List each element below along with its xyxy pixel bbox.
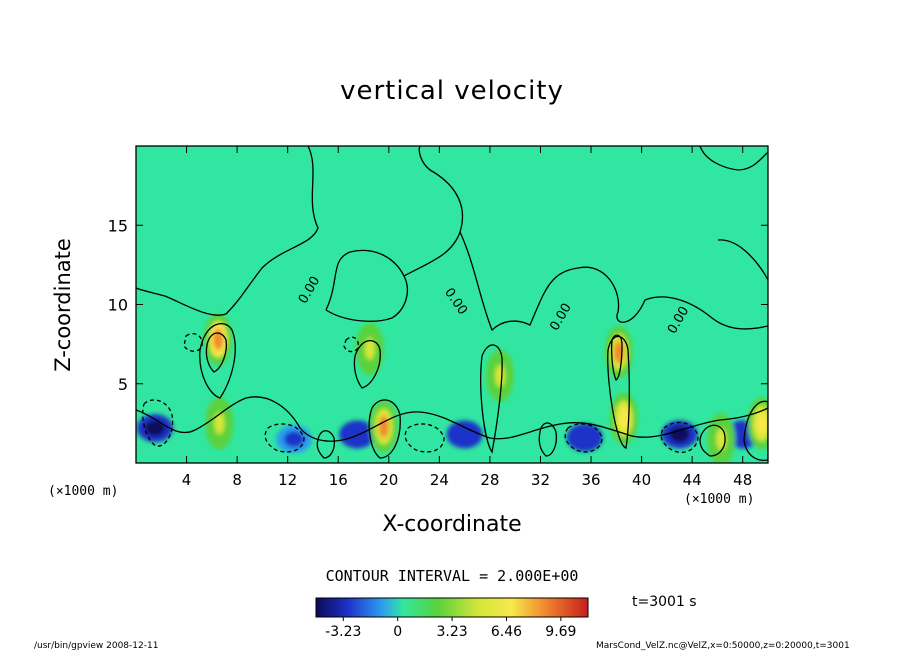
colorbar-ticks: -3.23 0 3.23 6.46 9.69: [325, 617, 576, 640]
y-tick-label: 5: [118, 375, 128, 394]
positive-contour: [538, 422, 558, 457]
zero-contour: [403, 146, 464, 277]
x-unit-label: (×1000 m): [684, 492, 755, 507]
field-background: [136, 146, 768, 463]
downdraft-core: [347, 426, 368, 443]
positive-contour: [480, 344, 503, 454]
negative-contour: [343, 336, 359, 353]
x-tick-label: 48: [733, 471, 752, 489]
colorbar-tick-label: 0: [393, 624, 402, 640]
x-tick-label: 24: [430, 471, 449, 489]
footer-source: MarsCond_VelZ.nc@VelZ,x=0:50000,z=0:2000…: [596, 641, 850, 651]
x-tick-label: 4: [182, 471, 192, 489]
downdraft-core: [669, 426, 690, 443]
colorbar-tick-label: 6.46: [491, 624, 522, 640]
x-tick-label: 28: [480, 471, 499, 489]
updraft-core: [756, 412, 767, 435]
negative-contour: [404, 423, 445, 453]
zero-contour: [136, 396, 768, 442]
zero-contour: [136, 146, 319, 316]
colorbar-tick-label: -3.23: [325, 624, 361, 640]
x-tick-label: 36: [581, 471, 600, 489]
x-tick-label: 12: [278, 471, 297, 489]
zero-contour: [699, 146, 768, 171]
x-axis-label: X-coordinate: [382, 512, 522, 537]
y-axis-label: Z-coordinate: [51, 238, 75, 372]
y-axis: 5 10 15: [108, 216, 768, 394]
updraft-core: [378, 415, 389, 438]
updraft-core: [213, 328, 224, 351]
chart-title: vertical velocity: [340, 76, 564, 106]
x-tick-label: 32: [531, 471, 550, 489]
negative-contour: [142, 399, 174, 447]
zero-contour: [717, 239, 768, 281]
x-tick-label: 40: [632, 471, 651, 489]
updraft-core: [214, 412, 225, 435]
y-tick-label: 15: [108, 216, 128, 235]
time-label: t=3001 s: [632, 594, 697, 610]
positive-contour: [368, 399, 401, 459]
updraft-core: [495, 364, 506, 387]
downdraft-core: [574, 429, 595, 446]
negative-contour: [564, 423, 603, 453]
positive-contour: [205, 332, 228, 373]
colorbar: [315, 597, 589, 618]
positive-contour: [607, 335, 630, 449]
downdraft-core: [454, 426, 475, 443]
positive-contour: [743, 400, 768, 461]
x-tick-label: 20: [379, 471, 398, 489]
y-tick-label: 10: [108, 296, 128, 315]
negative-contour: [264, 423, 305, 453]
zero-contour: [459, 231, 768, 332]
updraft-core: [618, 407, 629, 430]
negative-contour: [660, 421, 699, 453]
positive-contour: [199, 323, 236, 399]
x-tick-label: 16: [329, 471, 348, 489]
y-unit-label: (×1000 m): [48, 484, 119, 499]
positive-contour: [610, 334, 623, 381]
downdraft-core: [284, 431, 304, 448]
x-axis: 4 8 12 16 20 24 28 32 36 40 44 48: [182, 146, 752, 489]
colorbar-tick-label: 9.69: [545, 624, 576, 640]
positive-contour: [316, 430, 336, 459]
x-tick-label: 8: [232, 471, 242, 489]
negative-contour: [183, 332, 203, 352]
positive-contour: [353, 339, 381, 389]
updraft-core: [364, 337, 375, 360]
contour-interval-label: CONTOUR INTERVAL = 2.000E+00: [325, 567, 579, 585]
x-tick-label: 44: [683, 471, 702, 489]
downdraft-core: [732, 426, 753, 443]
positive-contour: [699, 424, 726, 457]
colorbar-tick-label: 3.23: [436, 624, 467, 640]
footer-program-date: /usr/bin/gpview 2008-12-11: [34, 641, 159, 651]
velocity-field: 0.00 0.00 0.00 0.00: [136, 146, 768, 463]
downdraft-core: [144, 420, 165, 437]
